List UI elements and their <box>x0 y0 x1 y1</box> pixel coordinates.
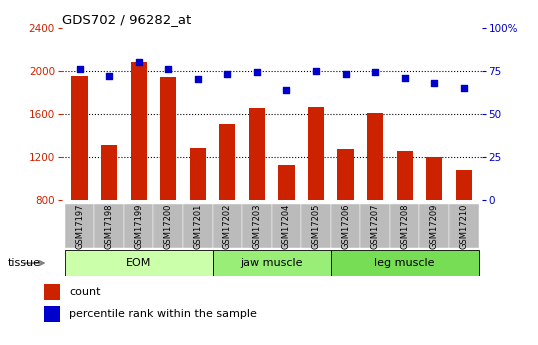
Bar <box>213 204 242 248</box>
Text: GSM17203: GSM17203 <box>252 203 261 249</box>
Bar <box>272 204 301 248</box>
Bar <box>72 76 88 200</box>
Bar <box>44 306 60 322</box>
Bar <box>190 148 206 200</box>
Bar <box>94 204 124 248</box>
Point <box>430 80 438 86</box>
Text: GSM17208: GSM17208 <box>400 203 409 249</box>
Bar <box>301 204 331 248</box>
Bar <box>183 204 213 248</box>
Bar <box>390 204 420 248</box>
Point <box>164 66 173 72</box>
Point <box>223 71 232 77</box>
Bar <box>397 150 413 200</box>
Text: GSM17200: GSM17200 <box>164 203 173 249</box>
Text: GDS702 / 96282_at: GDS702 / 96282_at <box>62 13 191 27</box>
Text: GSM17201: GSM17201 <box>193 203 202 249</box>
Bar <box>426 157 442 200</box>
Text: GSM17199: GSM17199 <box>134 203 143 249</box>
Text: GSM17198: GSM17198 <box>105 203 114 249</box>
Bar <box>337 149 353 200</box>
Bar <box>331 204 360 248</box>
Point <box>75 66 84 72</box>
Bar <box>153 204 183 248</box>
Point <box>459 85 468 91</box>
Point <box>312 68 320 73</box>
Text: GSM17206: GSM17206 <box>341 203 350 249</box>
Point <box>105 73 114 79</box>
Point <box>134 59 143 65</box>
Bar <box>278 165 295 200</box>
Text: leg muscle: leg muscle <box>374 258 435 268</box>
Text: GSM17197: GSM17197 <box>75 203 84 249</box>
Bar <box>331 250 479 276</box>
Bar <box>308 107 324 200</box>
Text: EOM: EOM <box>126 258 151 268</box>
Bar <box>213 250 331 276</box>
Bar <box>65 204 94 248</box>
Bar <box>420 204 449 248</box>
Point <box>400 75 409 80</box>
Bar <box>44 284 60 299</box>
Text: GSM17202: GSM17202 <box>223 203 232 249</box>
Bar <box>101 145 117 200</box>
Point <box>341 71 350 77</box>
Text: jaw muscle: jaw muscle <box>240 258 303 268</box>
Text: GSM17205: GSM17205 <box>312 203 321 249</box>
Point <box>282 87 291 92</box>
Text: percentile rank within the sample: percentile rank within the sample <box>69 309 257 319</box>
Text: GSM17210: GSM17210 <box>459 203 468 249</box>
Bar <box>367 113 383 200</box>
Text: count: count <box>69 287 101 297</box>
Bar <box>456 170 472 200</box>
Bar <box>242 204 272 248</box>
Bar <box>249 108 265 200</box>
Bar <box>124 204 153 248</box>
Text: GSM17207: GSM17207 <box>371 203 380 249</box>
Point <box>371 70 379 75</box>
Text: tissue: tissue <box>8 258 41 268</box>
Bar <box>360 204 390 248</box>
Bar <box>160 77 176 200</box>
Bar <box>65 250 213 276</box>
Point <box>253 70 261 75</box>
Bar <box>449 204 479 248</box>
Bar <box>220 124 236 200</box>
Bar <box>131 62 147 200</box>
Text: GSM17209: GSM17209 <box>430 203 438 249</box>
Text: GSM17204: GSM17204 <box>282 203 291 249</box>
Point <box>194 77 202 82</box>
